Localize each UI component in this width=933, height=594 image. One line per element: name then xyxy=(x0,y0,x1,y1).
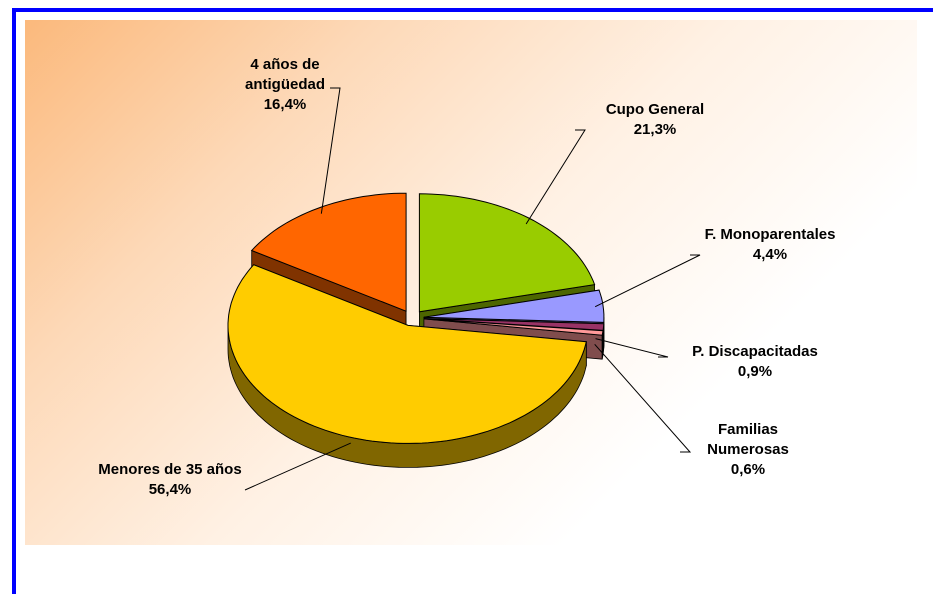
label-name: Familias Numerosas xyxy=(707,421,789,458)
label-name: Cupo General xyxy=(605,101,705,118)
label-value: 21,3% xyxy=(633,121,677,138)
slice xyxy=(423,289,605,323)
leader-line xyxy=(595,338,669,358)
label-value: 0,6% xyxy=(730,461,766,478)
slice xyxy=(227,264,587,444)
data-label: Cupo General 21,3% xyxy=(575,100,735,140)
label-name: 4 años de antigüedad xyxy=(244,56,325,93)
label-name: F. Monoparentales xyxy=(704,226,836,243)
label-value: 4,4% xyxy=(752,246,788,263)
slice xyxy=(418,193,596,313)
leader-line xyxy=(525,129,586,225)
label-value: 16,4% xyxy=(263,96,307,113)
data-label: F. Monoparentales 4,4% xyxy=(690,225,850,265)
leader-line xyxy=(244,442,351,491)
data-label: 4 años de antigüedad 16,4% xyxy=(210,55,360,115)
leader-line xyxy=(594,254,701,308)
leader-line xyxy=(594,343,692,453)
slice xyxy=(250,192,407,312)
border-left xyxy=(12,8,16,594)
data-label: Familias Numerosas 0,6% xyxy=(678,420,818,480)
pie-tops xyxy=(227,192,605,444)
label-name: P. Discapacitadas xyxy=(692,343,818,360)
border-top xyxy=(12,8,933,12)
label-name: Menores de 35 años xyxy=(98,461,242,478)
label-value: 0,9% xyxy=(737,363,773,380)
data-label: Menores de 35 años 56,4% xyxy=(95,460,245,500)
data-label: P. Discapacitadas 0,9% xyxy=(660,342,850,382)
leader-line xyxy=(320,87,341,214)
label-value: 56,4% xyxy=(148,481,192,498)
slice xyxy=(423,318,604,336)
